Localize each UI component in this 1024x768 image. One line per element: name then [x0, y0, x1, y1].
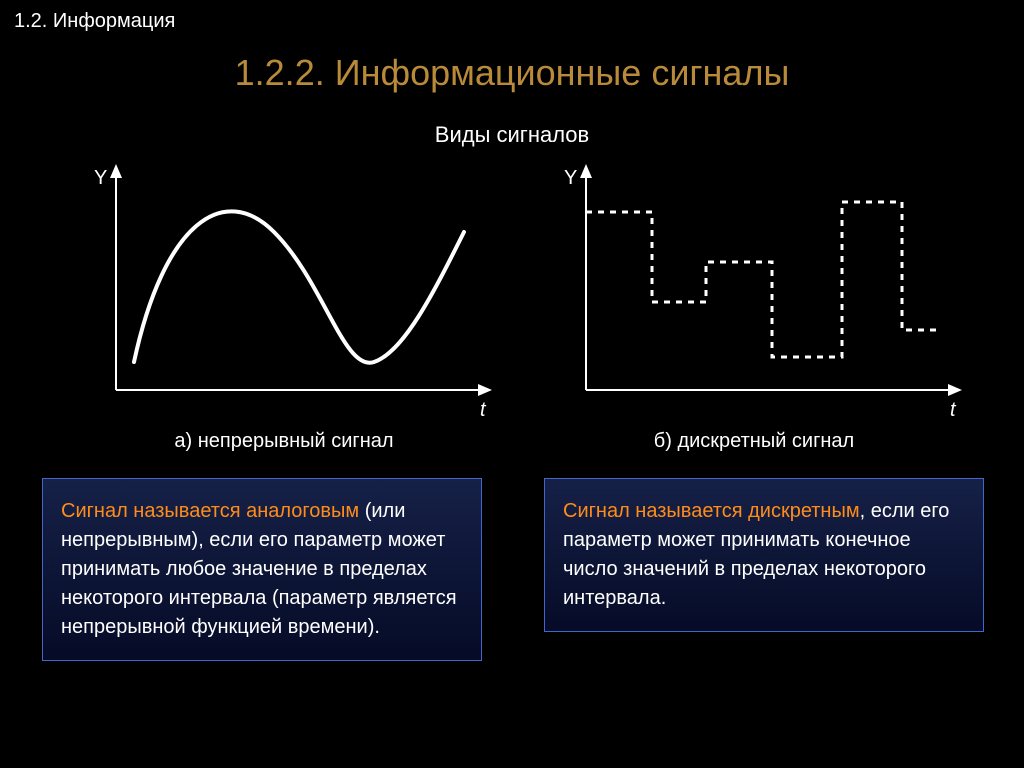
svg-text:t: t: [950, 399, 957, 421]
chart-discrete: Yt: [544, 162, 964, 422]
subtitle: Виды сигналов: [0, 122, 1024, 148]
breadcrumb: 1.2. Информация: [14, 10, 175, 33]
definition-discrete: Сигнал называется дискретным, если его п…: [544, 478, 984, 632]
definition-analog: Сигнал называется аналоговым (или непрер…: [42, 478, 482, 661]
definition-analog-highlight: Сигнал называется аналоговым: [61, 500, 359, 522]
chart-continuous: Yt: [74, 162, 494, 422]
page-title: 1.2.2. Информационные сигналы: [0, 52, 1024, 94]
charts-container: Yt Yt: [0, 162, 1024, 422]
svg-text:Y: Y: [564, 167, 577, 189]
definition-discrete-highlight: Сигнал называется дискретным: [563, 500, 860, 522]
caption-continuous: а) непрерывный сигнал: [84, 430, 484, 453]
svg-text:Y: Y: [94, 167, 107, 189]
svg-text:t: t: [480, 399, 487, 421]
caption-discrete: б) дискретный сигнал: [544, 430, 964, 453]
